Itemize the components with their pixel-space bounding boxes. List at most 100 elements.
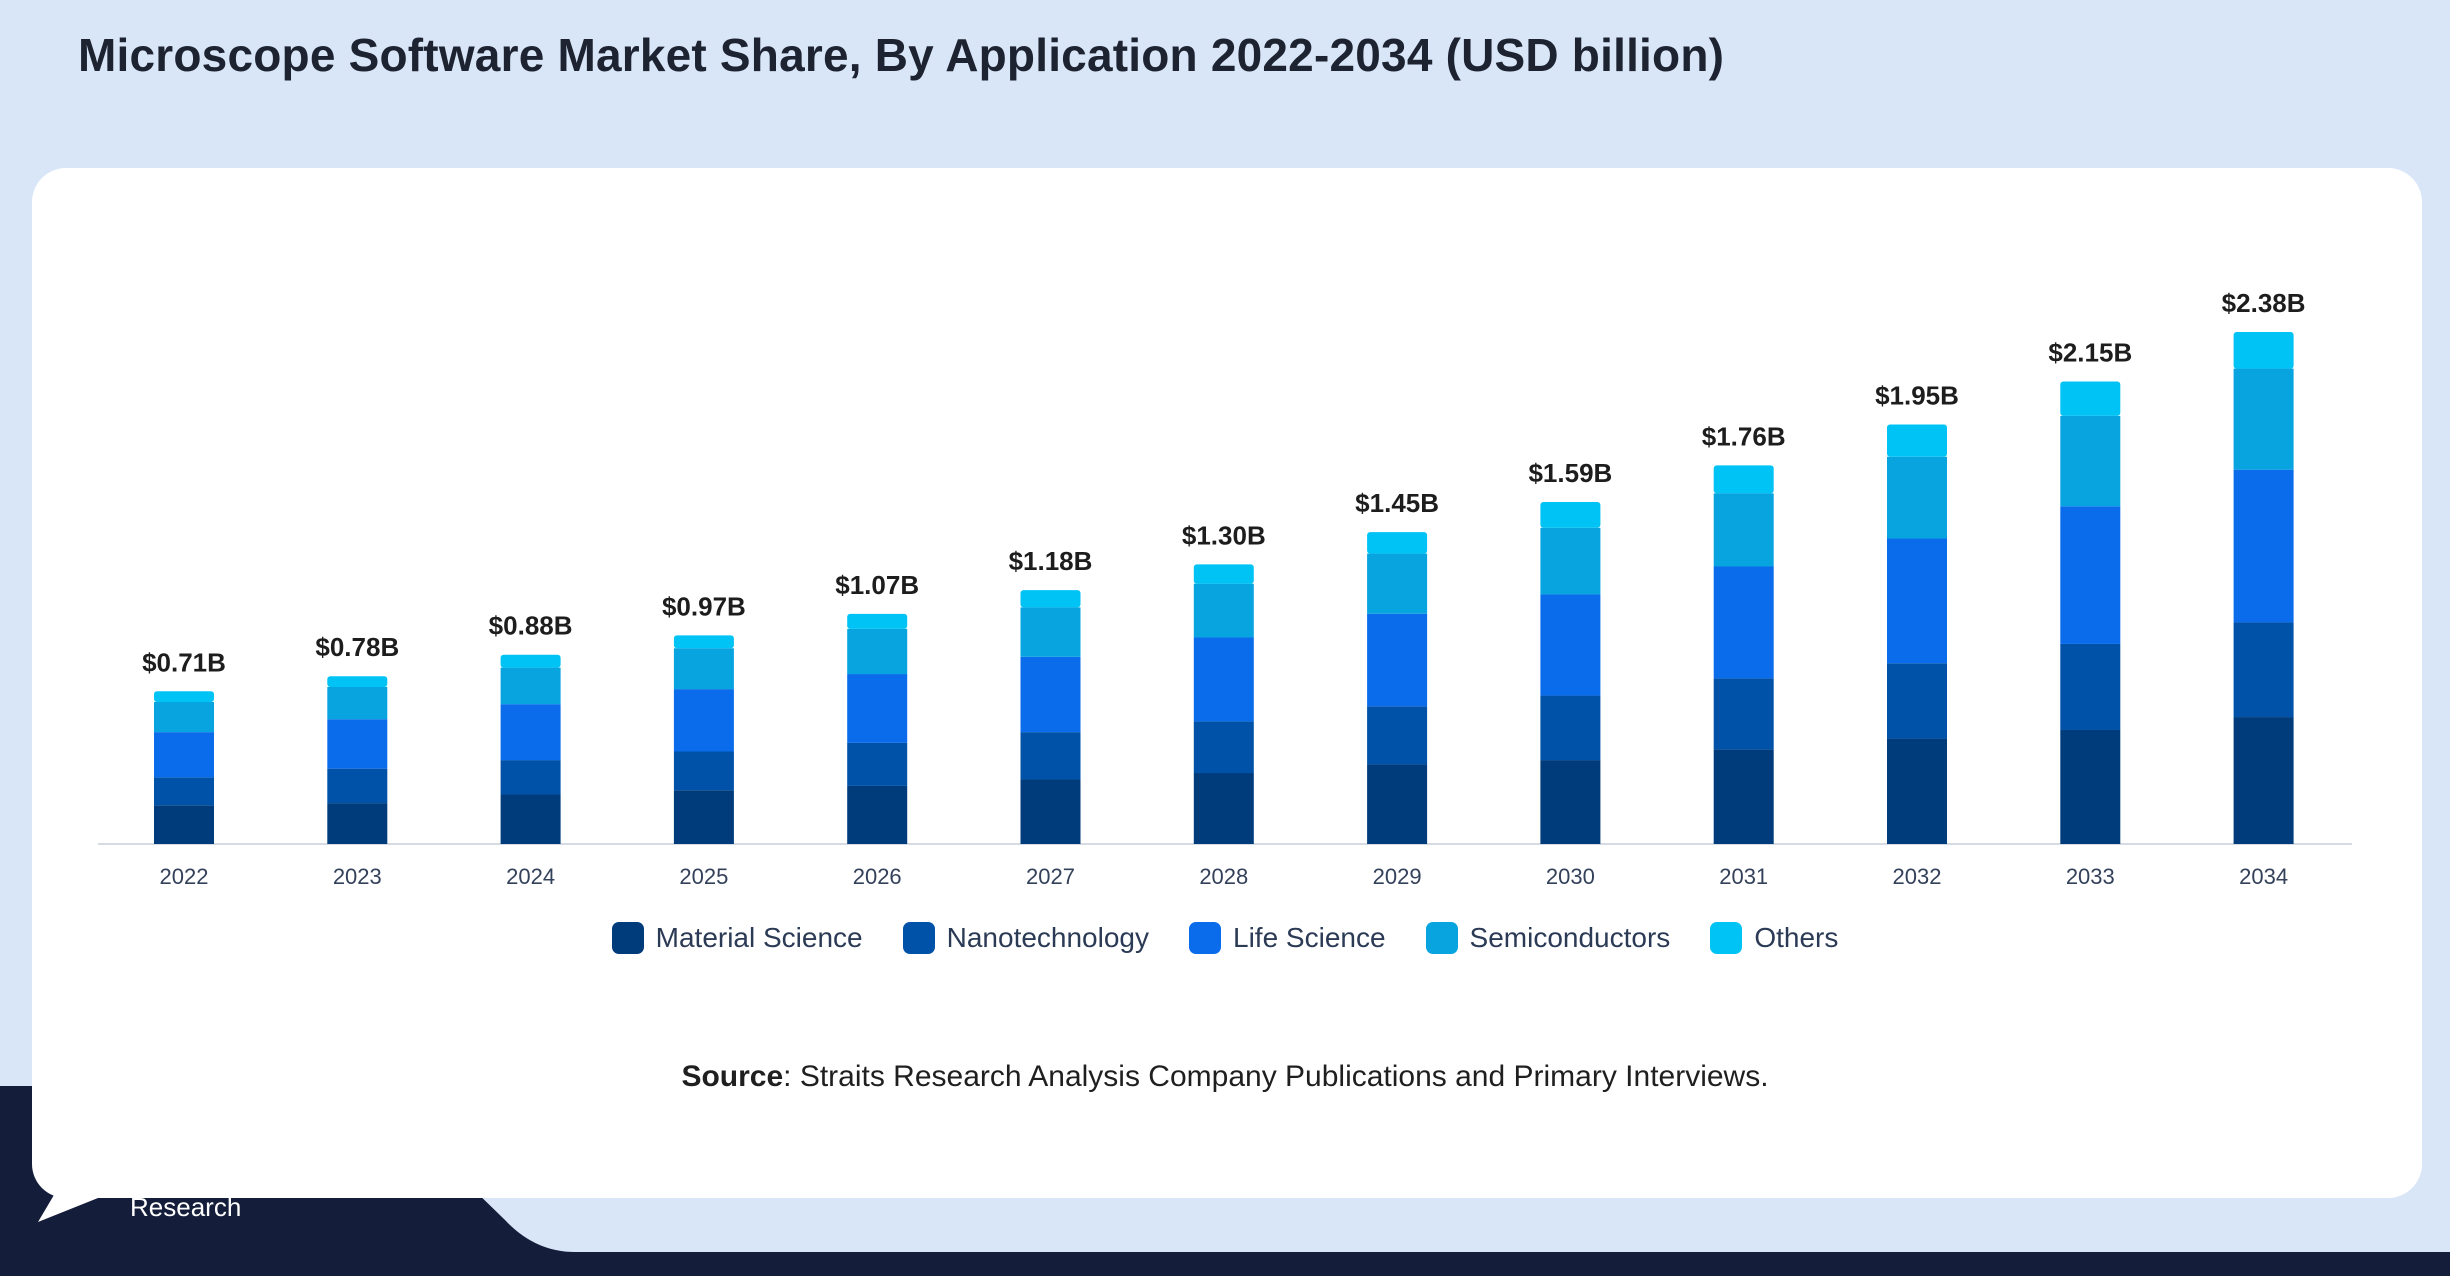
bar-segment xyxy=(2233,717,2294,844)
total-label: $0.78B xyxy=(315,632,399,662)
legend-item: Life Science xyxy=(1189,922,1386,954)
legend-item: Semiconductors xyxy=(1425,922,1671,954)
total-label: $2.15B xyxy=(2048,337,2132,367)
bar-segment xyxy=(327,676,388,687)
bar-segment xyxy=(1713,566,1774,679)
bar-segment xyxy=(1887,456,1947,539)
bar-segment xyxy=(1020,656,1081,733)
legend-swatch xyxy=(902,922,935,954)
legend-label: Material Science xyxy=(655,922,863,953)
chart-legend: Material Science Nanotechnology Life Scien… xyxy=(0,922,2450,954)
bar-segment xyxy=(847,613,908,629)
bar-segment xyxy=(2060,643,2121,730)
bar-segment xyxy=(327,768,388,804)
legend-swatch xyxy=(1710,922,1743,954)
bar-segment xyxy=(1713,678,1774,750)
bar-segment xyxy=(500,654,561,668)
legend-swatch xyxy=(1189,922,1221,954)
x-tick-label: 2024 xyxy=(506,864,555,889)
source-label: Source xyxy=(681,1060,784,1093)
bar-segment xyxy=(2060,381,2121,416)
bar-segment xyxy=(673,689,734,752)
bar-segment xyxy=(1713,493,1774,567)
bar-segment xyxy=(327,803,388,844)
source-text: : Straits Research Analysis Company Publ… xyxy=(783,1060,1769,1093)
total-label: $1.95B xyxy=(1875,381,1959,411)
x-tick-label: 2029 xyxy=(1373,864,1422,889)
bar-segment xyxy=(2233,622,2294,718)
bar-segment xyxy=(673,635,734,649)
bar-segment xyxy=(154,777,214,806)
bar-segment xyxy=(1540,594,1601,696)
bar-segment xyxy=(1887,663,1947,739)
x-tick-label: 2031 xyxy=(1719,864,1768,889)
legend-item: Others xyxy=(1710,922,1838,954)
x-tick-label: 2033 xyxy=(2066,864,2115,889)
legend-item: Nanotechnology xyxy=(902,922,1149,954)
bar-segment xyxy=(673,751,734,791)
x-tick-label: 2028 xyxy=(1199,864,1248,889)
legend-swatch xyxy=(1425,922,1458,954)
total-label: $1.59B xyxy=(1528,458,1612,488)
logo-subtitle: Research xyxy=(130,1192,242,1222)
bar-segment xyxy=(1540,695,1601,761)
logo-name: Straits xyxy=(128,1129,325,1198)
bar-segment xyxy=(1193,583,1254,638)
bar-segment xyxy=(1020,590,1081,608)
bar-segment xyxy=(154,702,214,733)
bar-segment xyxy=(1020,607,1081,657)
bar-segment xyxy=(1540,760,1601,844)
bar-segment xyxy=(1887,424,1947,457)
x-tick-label: 2026 xyxy=(853,864,902,889)
bar-segment xyxy=(500,760,561,795)
bar-segment xyxy=(1367,553,1428,614)
total-label: $1.30B xyxy=(1182,520,1266,550)
x-tick-label: 2027 xyxy=(1026,864,1075,889)
bar-segment xyxy=(1367,764,1428,844)
bar-segment xyxy=(2060,415,2121,507)
bar-segment xyxy=(2233,469,2294,623)
bar-segment xyxy=(1367,706,1428,765)
total-label: $1.07B xyxy=(835,570,919,600)
bar-segment xyxy=(673,648,734,690)
bar-segment xyxy=(500,794,561,844)
total-label: $0.97B xyxy=(662,591,746,621)
source-note: Source: Straits Research Analysis Compan… xyxy=(0,1060,2450,1094)
bar-segment xyxy=(1193,564,1254,584)
bar-segment xyxy=(1713,749,1774,844)
bar-segment xyxy=(1887,538,1947,664)
x-tick-label: 2030 xyxy=(1546,864,1595,889)
legend-label: Others xyxy=(1754,922,1839,953)
x-tick-label: 2034 xyxy=(2239,864,2288,889)
bar-segment xyxy=(2233,332,2294,369)
bar-segment xyxy=(1713,465,1774,494)
bar-segment xyxy=(327,719,388,769)
x-tick-label: 2023 xyxy=(333,864,382,889)
bar-segment xyxy=(1193,637,1254,722)
bar-segment xyxy=(847,785,908,844)
bar-segment xyxy=(2060,506,2121,644)
bar-segment xyxy=(1540,501,1601,528)
bar-segment xyxy=(154,732,214,778)
logo-arrow-icon xyxy=(38,1134,118,1222)
legend-label: Semiconductors xyxy=(1469,922,1671,953)
bar-segment xyxy=(1540,527,1601,595)
bar-segment xyxy=(2233,368,2294,470)
total-label: $1.45B xyxy=(1355,488,1439,518)
bar-segment xyxy=(1887,738,1947,844)
bar-segment xyxy=(154,805,214,844)
bar-segment xyxy=(1193,773,1254,844)
bar-segment xyxy=(500,704,561,761)
legend-swatch xyxy=(611,922,644,954)
total-label: $1.76B xyxy=(1702,421,1786,451)
bar-segment xyxy=(673,790,734,844)
legend-item: Material Science xyxy=(611,922,863,954)
bar-segment xyxy=(1020,779,1081,844)
page-title: Microscope Software Market Share, By App… xyxy=(78,29,1725,81)
bar-segment xyxy=(1020,732,1081,780)
bar-segment xyxy=(1367,532,1428,554)
bar-segment xyxy=(1367,613,1428,707)
total-label: $1.18B xyxy=(1009,546,1093,576)
